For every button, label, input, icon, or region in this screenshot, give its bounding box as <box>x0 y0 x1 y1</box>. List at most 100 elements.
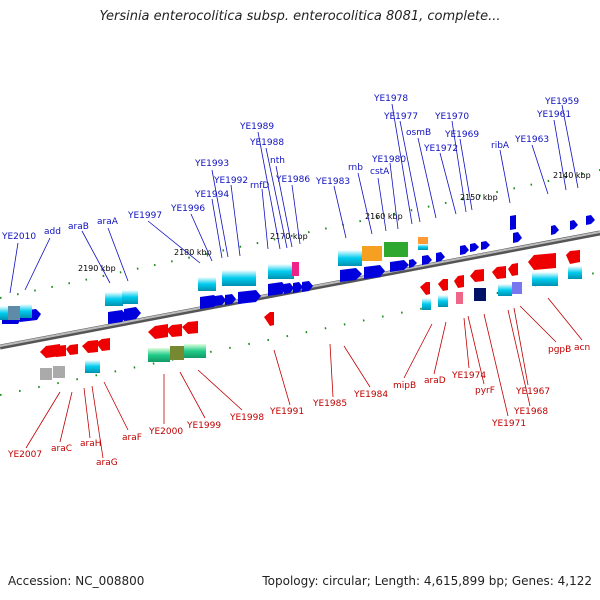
gene-box <box>338 250 362 266</box>
gene-label[interactable]: osmB <box>406 128 431 138</box>
gene-label[interactable]: araF <box>122 433 142 443</box>
gene-arrow <box>108 310 127 324</box>
gene-arrow <box>409 259 417 268</box>
reverse-gene-boxes[interactable] <box>40 266 582 380</box>
accession-text: Accession: NC_008800 <box>8 574 145 588</box>
gene-arrow <box>66 344 78 355</box>
tick-label: 2150 kbp <box>460 193 498 202</box>
gene-arrow <box>215 295 226 306</box>
gene-label[interactable]: YE1999 <box>186 421 221 431</box>
gene-arrow <box>551 225 559 235</box>
gene-arrow <box>586 215 595 225</box>
gene-label[interactable]: araH <box>80 439 102 449</box>
gene-label[interactable]: YE1972 <box>423 144 458 154</box>
gene-box <box>512 282 522 294</box>
gene-label[interactable]: YE1978 <box>373 94 408 104</box>
forward-gene-boxes[interactable] <box>0 237 428 320</box>
gene-label[interactable]: araA <box>97 217 119 227</box>
gene-label[interactable]: YE1998 <box>229 413 264 423</box>
gene-box <box>292 262 299 276</box>
gene-label[interactable]: YE1961 <box>536 110 571 120</box>
gene-label[interactable]: YE1992 <box>213 176 248 186</box>
gene-label[interactable]: YE1980 <box>371 155 406 165</box>
gene-label[interactable]: YE1977 <box>383 112 418 122</box>
gene-arrow <box>570 220 578 230</box>
gene-box <box>53 366 65 378</box>
gene-label[interactable]: cstA <box>370 167 390 177</box>
gene-box <box>0 306 10 320</box>
top-leader-lines <box>9 103 579 294</box>
gene-arrow <box>364 265 385 279</box>
gene-label[interactable]: YE1984 <box>353 390 388 400</box>
gene-label[interactable]: araD <box>424 376 446 386</box>
gene-arrow <box>96 338 110 351</box>
gene-label[interactable]: YE1997 <box>127 211 162 221</box>
gene-arrow <box>481 241 490 250</box>
gene-label[interactable]: mipB <box>393 381 416 391</box>
gene-label[interactable]: YE1983 <box>315 177 350 187</box>
gene-label[interactable]: YE1974 <box>451 371 486 381</box>
gene-label[interactable]: add <box>44 227 61 237</box>
tick-label: 2140 kbp <box>553 171 591 180</box>
gene-box <box>85 360 100 373</box>
gene-box <box>474 288 486 301</box>
gene-label[interactable]: YE2007 <box>7 450 42 460</box>
gene-label[interactable]: YE1988 <box>249 138 284 148</box>
gene-label[interactable]: YE1967 <box>515 387 550 397</box>
gene-arrow <box>148 324 168 339</box>
gene-label[interactable]: araC <box>51 444 72 454</box>
gene-label[interactable]: pgpB <box>548 345 571 355</box>
gene-label[interactable]: YE1986 <box>275 175 310 185</box>
bottom-leader-lines <box>25 297 583 459</box>
gene-arrow <box>528 253 556 270</box>
gene-box <box>422 298 431 310</box>
gene-label[interactable]: araB <box>68 222 89 232</box>
gene-label[interactable]: YE1968 <box>513 407 548 417</box>
top-gene-labels: YE2010 add araB araA YE1997 YE1996 YE199… <box>1 94 579 242</box>
gene-label[interactable]: YE1959 <box>544 97 579 107</box>
gene-label[interactable]: YE1970 <box>434 112 469 122</box>
gene-box <box>20 304 32 318</box>
gene-box <box>438 295 448 307</box>
gene-box <box>568 266 582 279</box>
gene-label[interactable]: YE1993 <box>194 159 229 169</box>
gene-label[interactable]: rnb <box>348 163 363 173</box>
gene-label[interactable]: ribA <box>491 141 510 151</box>
gene-label[interactable]: YE1991 <box>269 407 304 417</box>
gene-label[interactable]: araG <box>96 458 118 468</box>
forward-genes[interactable] <box>2 215 595 324</box>
gene-arrow <box>264 312 274 326</box>
gene-box <box>384 242 408 257</box>
gene-arrow <box>82 340 98 353</box>
gene-label[interactable]: nth <box>270 156 285 166</box>
gene-label[interactable]: YE2010 <box>1 232 36 242</box>
gene-arrow <box>492 266 506 279</box>
gene-label[interactable]: YE1985 <box>312 399 347 409</box>
tick-label: 2180 kbp <box>174 248 212 257</box>
gene-label[interactable]: YE1996 <box>170 204 205 214</box>
gene-box <box>362 246 382 261</box>
gene-label[interactable]: YE1971 <box>491 419 526 429</box>
gene-arrow <box>470 269 484 282</box>
gene-arrow <box>225 294 236 305</box>
gene-label[interactable]: YE1963 <box>514 135 549 145</box>
gene-arrow <box>200 295 219 309</box>
gene-box <box>184 344 206 358</box>
gene-arrow <box>460 245 469 255</box>
gene-label[interactable]: rnfD <box>250 181 269 191</box>
gene-arrow <box>438 279 448 291</box>
gene-label[interactable]: YE1989 <box>239 122 274 132</box>
gene-box <box>456 292 463 304</box>
gene-label[interactable]: YE1969 <box>444 130 479 140</box>
tick-label: 2190 kbp <box>78 264 116 273</box>
gene-label[interactable]: YE2000 <box>148 427 183 437</box>
gene-arrow <box>470 243 479 252</box>
reverse-genes[interactable] <box>40 250 580 358</box>
gene-label[interactable]: YE1994 <box>194 190 229 200</box>
gene-box <box>148 348 170 362</box>
gene-box <box>268 264 294 279</box>
topology-summary-text: Topology: circular; Length: 4,615,899 bp… <box>262 574 592 588</box>
gene-label[interactable]: pyrF <box>475 386 495 396</box>
gene-label[interactable]: acn <box>574 343 590 353</box>
